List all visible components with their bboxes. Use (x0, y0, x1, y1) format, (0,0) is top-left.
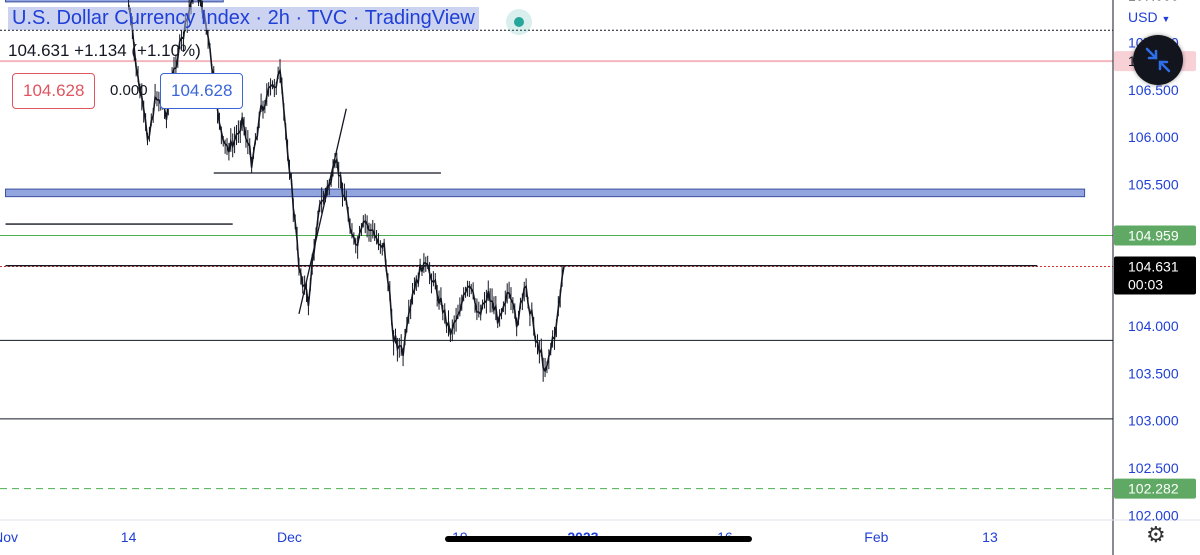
market-open-dot-icon (506, 9, 532, 35)
countdown-text: 00:03 (1128, 277, 1163, 293)
y-tick-label: 106.000 (1128, 129, 1179, 145)
support-zone-0[interactable] (5, 188, 1086, 198)
price-label-box (1114, 225, 1196, 246)
y-tick-label: 103.000 (1128, 413, 1179, 429)
price-label-text: 102.282 (1128, 481, 1179, 497)
trend-line-3[interactable] (298, 108, 347, 315)
support-zone-1[interactable] (5, 0, 224, 3)
y-tick-label: 102.500 (1128, 460, 1179, 476)
home-indicator[interactable] (445, 536, 752, 542)
zones-layer (5, 0, 1086, 198)
currency-label: USD (1128, 9, 1158, 25)
price-label-box (1114, 478, 1196, 499)
price-axis[interactable]: 107.000106.500106.000105.500104.000103.5… (1128, 35, 1179, 524)
trend-lines-layer (5, 108, 1038, 315)
spread-value: 0.000 (110, 82, 148, 99)
ohlc-readout: 104.631 +1.134 (+1.10%) (8, 41, 201, 60)
chevron-down-icon: ▼ (1161, 14, 1171, 24)
price-series-line (127, 0, 565, 374)
price-series-layer (127, 0, 565, 382)
price-label-text: 104.959 (1128, 228, 1179, 244)
x-tick-label: Feb (864, 529, 888, 545)
price-label-2: 104.959 (1114, 225, 1196, 246)
price-label-4: 104.631 00:03 (1114, 256, 1196, 295)
collapse-arrows-icon (1145, 47, 1171, 73)
x-tick-label: Nov (0, 529, 18, 545)
price-label-box (1114, 256, 1196, 295)
currency-selector[interactable]: USD ▼ (1128, 9, 1170, 25)
price-label-5: 102.282 (1114, 478, 1196, 499)
x-tick-label: 13 (982, 529, 998, 545)
y-tick-label: 105.500 (1128, 176, 1179, 192)
gear-icon[interactable]: ⚙ (1146, 522, 1166, 547)
y-tick-label: 103.500 (1128, 365, 1179, 381)
y-tick-label: 102.000 (1128, 507, 1179, 523)
x-tick-label: 14 (121, 529, 137, 545)
y-tick-label: 106.500 (1128, 82, 1179, 98)
sell-price-button[interactable]: 104.628 (12, 73, 96, 109)
collapse-arrows-button[interactable] (1133, 35, 1183, 85)
price-label-text: 104.631 (1128, 259, 1179, 275)
price-label-box (1114, 0, 1196, 6)
x-tick-label: Dec (277, 529, 302, 545)
chart-title[interactable]: U.S. Dollar Currency Index · 2h · TVC · … (8, 7, 479, 30)
price-label-0: 107.000 (1114, 0, 1196, 6)
buy-price-button[interactable]: 104.628 (160, 73, 244, 109)
price-label-text: 107.000 (1128, 0, 1179, 3)
y-tick-label: 104.000 (1128, 318, 1179, 334)
